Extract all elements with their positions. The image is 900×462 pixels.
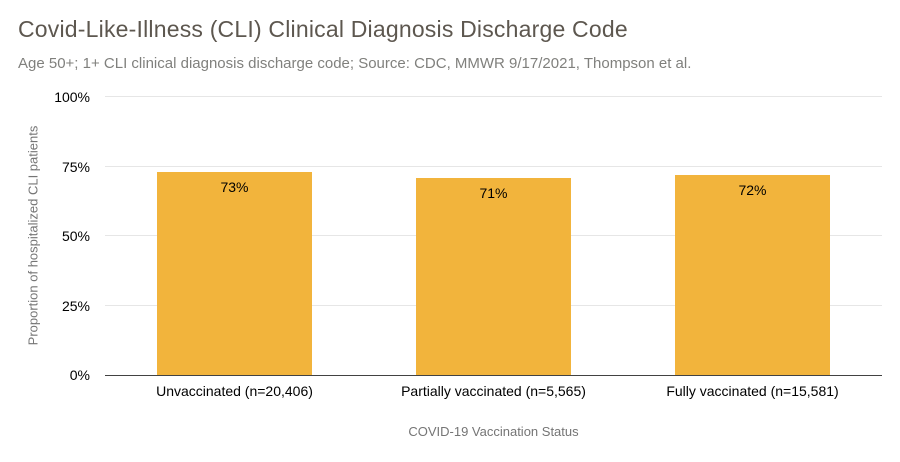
bar[interactable]: 73%	[157, 172, 312, 375]
bar-value-label: 73%	[220, 179, 249, 196]
y-tick-label: 50%	[61, 228, 90, 244]
gridline	[105, 96, 882, 97]
x-axis-category-labels: Unvaccinated (n=20,406) Partially vaccina…	[105, 383, 882, 399]
x-axis-title: COVID-19 Vaccination Status	[408, 424, 579, 439]
bar-slot: 73%	[105, 97, 364, 375]
y-tick-label: 25%	[61, 297, 90, 314]
bar-value-label: 71%	[479, 184, 508, 201]
category-label: Partially vaccinated (n=5,565)	[401, 383, 586, 399]
plot-area: 73% 71% 72%	[105, 96, 882, 376]
chart-title: Covid-Like-Illness (CLI) Clinical Diagno…	[18, 16, 628, 42]
category-label: Fully vaccinated (n=15,581)	[666, 383, 839, 399]
bars-container: 73% 71% 72%	[105, 97, 882, 375]
category-label: Unvaccinated (n=20,406)	[156, 383, 313, 399]
chart-subtitle: Age 50+; 1+ CLI clinical diagnosis disch…	[18, 55, 692, 72]
y-tick-label: 75%	[61, 158, 90, 175]
bar-value-label: 72%	[738, 181, 767, 198]
bar[interactable]: 71%	[416, 177, 571, 375]
bar-slot: 71%	[364, 97, 623, 375]
y-tick-label: 0%	[69, 367, 90, 383]
y-axis-tick-labels: 0% 25% 50% 75% 100%	[0, 0, 97, 462]
bar-slot: 72%	[623, 97, 882, 375]
bar[interactable]: 72%	[675, 174, 830, 375]
gridline	[105, 165, 882, 167]
y-tick-label: 100%	[54, 89, 90, 105]
